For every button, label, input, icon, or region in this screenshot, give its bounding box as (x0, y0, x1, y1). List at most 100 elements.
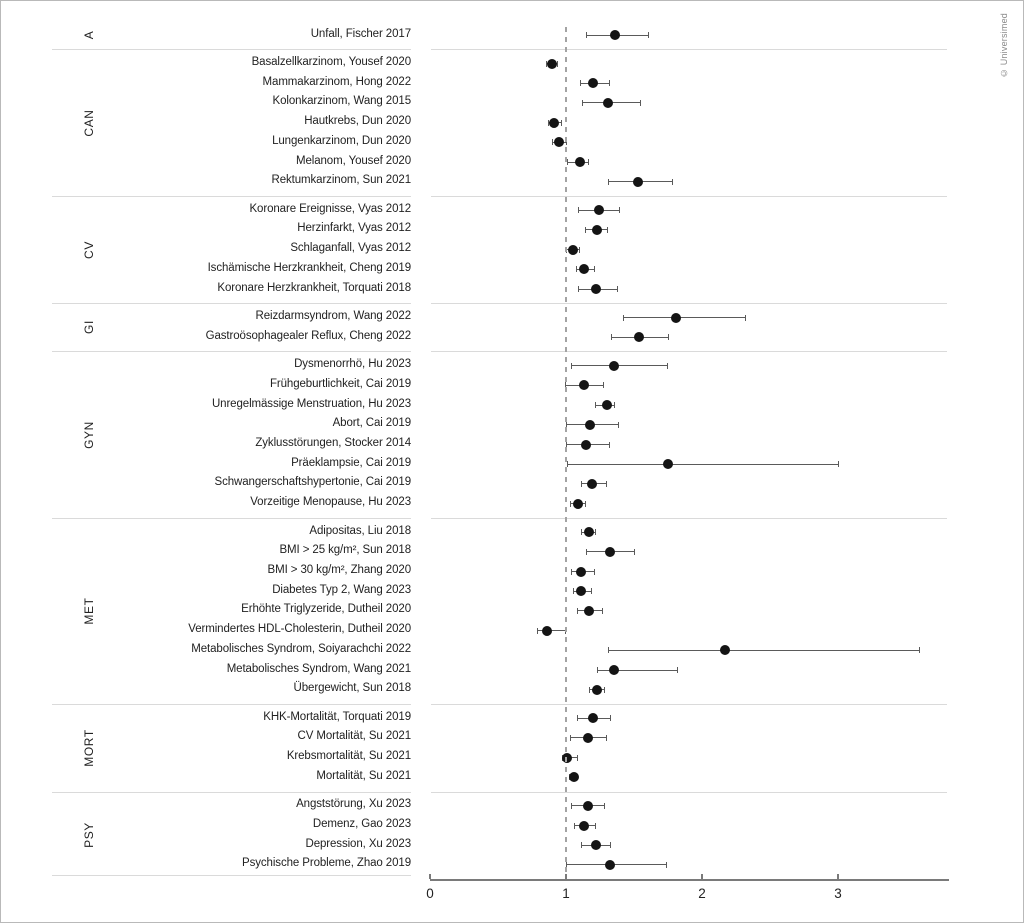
row-label: CV Mortalität, Su 2021 (297, 730, 412, 743)
category-label: CV (82, 240, 96, 259)
row-label: Schwangerschaftshypertonie, Cai 2019 (214, 476, 412, 489)
point-estimate (562, 752, 573, 763)
row-label: Herzinfarkt, Vyas 2012 (297, 222, 411, 235)
point-estimate (663, 459, 673, 470)
row-label: Dysmenorrhö, Hu 2023 (294, 358, 411, 371)
point-estimate (575, 586, 586, 597)
point-estimate (588, 78, 599, 89)
row-label: KHK-Mortalität, Torquati 2019 (263, 710, 411, 723)
ci-line (566, 861, 667, 868)
point-estimate (585, 419, 596, 430)
section-separator (431, 49, 947, 51)
ci-line (608, 647, 921, 654)
point-estimate (547, 58, 558, 69)
row-label: Mammakarzinom, Hong 2022 (262, 75, 412, 88)
x-axis-tick (429, 874, 431, 879)
row-label: Frühgeburtlichkeit, Cai 2019 (269, 377, 411, 390)
point-estimate (575, 566, 586, 577)
point-estimate (569, 772, 580, 783)
section-separator (52, 791, 411, 793)
row-label: Hautkrebs, Dun 2020 (304, 115, 411, 128)
category-label: CAN (82, 109, 96, 137)
point-estimate (584, 527, 595, 538)
row-label: Metabolisches Syndrom, Wang 2021 (226, 662, 411, 675)
point-estimate (608, 360, 619, 371)
point-estimate (578, 380, 589, 391)
category-label: MORT (82, 728, 96, 767)
section-separator (52, 874, 411, 876)
row-label: Unregelmässige Menstruation, Hu 2023 (211, 397, 411, 410)
point-estimate (588, 713, 599, 724)
row-label: Melanom, Yousef 2020 (295, 154, 411, 167)
category-label: PSY (82, 822, 96, 849)
point-estimate (601, 400, 612, 411)
point-estimate (584, 605, 595, 616)
row-label: Krebsmortalität, Su 2021 (286, 750, 411, 763)
point-estimate (592, 224, 603, 235)
x-axis (430, 879, 949, 881)
ci-line (571, 362, 668, 369)
row-label: Psychische Probleme, Zhao 2019 (242, 857, 411, 870)
point-estimate (578, 820, 589, 831)
row-label: Vorzeitige Menopause, Hu 2023 (250, 496, 411, 509)
x-axis-tick (565, 874, 567, 879)
point-estimate (586, 478, 597, 489)
section-separator (52, 303, 411, 305)
point-estimate (609, 30, 620, 40)
x-axis-tick (701, 874, 703, 879)
row-label: Präeklampsie, Cai 2019 (291, 456, 411, 469)
point-estimate (573, 498, 584, 509)
section-separator (52, 351, 411, 353)
x-axis-tick-label: 2 (698, 886, 706, 901)
row-label: Rektumkarzinom, Sun 2021 (271, 174, 411, 187)
row-label: Vermindertes HDL-Cholesterin, Dutheil 20… (188, 623, 411, 636)
section-separator (431, 517, 947, 519)
section-separator (52, 703, 411, 705)
point-estimate (548, 117, 559, 128)
point-estimate (720, 645, 731, 656)
row-label: Zyklusstörungen, Stocker 2014 (255, 437, 411, 449)
point-estimate (671, 312, 682, 323)
point-estimate (567, 244, 578, 255)
reference-line (565, 27, 567, 880)
x-axis-tick-label: 3 (834, 886, 842, 901)
point-estimate (634, 332, 645, 343)
row-label: Demenz, Gao 2023 (312, 818, 411, 830)
point-estimate (582, 732, 593, 743)
row-label: Diabetes Typ 2, Wang 2023 (272, 583, 411, 596)
category-label: GYN (82, 420, 96, 449)
x-axis-tick (837, 874, 839, 879)
row-label: Gastroösophagealer Reflux, Cheng 2022 (205, 329, 411, 342)
row-label: Abort, Cai 2019 (332, 417, 412, 430)
section-separator (431, 791, 947, 793)
section-separator (431, 351, 947, 353)
row-label: Mortalität, Su 2021 (316, 769, 411, 782)
point-estimate (604, 546, 615, 557)
row-label: Unfall, Fischer 2017 (310, 27, 411, 40)
row-label: Basalzellkarzinom, Yousef 2020 (251, 56, 411, 68)
row-label: Depression, Xu 2023 (305, 837, 411, 850)
ci-line (623, 314, 746, 321)
row-label: BMI > 30 kg/m², Zhang 2020 (267, 564, 412, 576)
row-label: Metabolisches Syndrom, Soiyarachchi 2022 (191, 642, 411, 655)
row-label: Reizdarmsyndrom, Wang 2022 (255, 310, 412, 322)
point-estimate (578, 264, 589, 275)
point-estimate (604, 859, 615, 870)
category-label: MET (82, 597, 96, 625)
point-estimate (603, 97, 614, 108)
row-label: Erhöhte Triglyzeride, Dutheil 2020 (241, 603, 411, 616)
row-label: Koronare Ereignisse, Vyas 2012 (249, 202, 411, 215)
point-estimate (592, 684, 603, 695)
point-estimate (593, 205, 604, 216)
section-separator (431, 195, 947, 197)
point-estimate (608, 665, 619, 675)
section-separator (431, 303, 947, 305)
row-label: Ischämische Herzkrankheit, Cheng 2019 (207, 261, 412, 274)
point-estimate (541, 625, 552, 636)
point-estimate (582, 800, 593, 811)
row-label: Kolonkarzinom, Wang 2015 (272, 95, 412, 108)
ci-line (567, 461, 840, 468)
point-estimate (590, 840, 601, 851)
category-label: A (82, 30, 96, 40)
